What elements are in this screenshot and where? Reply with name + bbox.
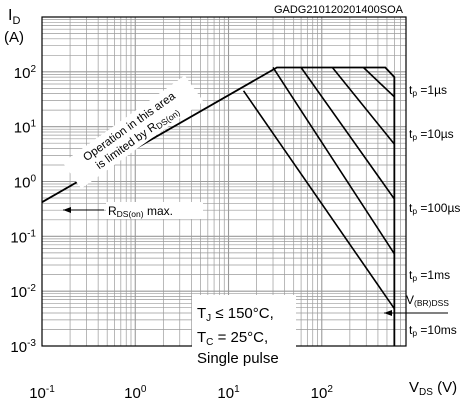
vbr-label: V(BR)DSS: [406, 293, 449, 308]
series-line: [331, 66, 395, 145]
pulse-label-10ms: tp =10ms: [409, 323, 457, 338]
y-axis-label: ID: [8, 7, 20, 27]
vbr-annotation: V(BR)DSS: [384, 293, 449, 316]
series-line: [242, 90, 396, 310]
condition-pulse: Single pulse: [197, 350, 279, 367]
y-tick-label: 10-3: [10, 338, 36, 356]
y-tick-labels: 102 101 100 10-1 10-2 10-3: [10, 64, 36, 356]
rds-max-label-box: [106, 202, 203, 219]
series-line: [300, 67, 396, 200]
y-tick-label: 10-2: [10, 283, 36, 301]
pulse-label-1us: tp =1µs: [409, 83, 447, 98]
x-tick-label: 100: [124, 384, 147, 402]
y-tick-label: 102: [14, 64, 37, 82]
pulse-label-1ms: tp =1ms: [409, 268, 450, 283]
y-tick-label: 10-1: [10, 228, 36, 246]
y-tick-label: 101: [14, 119, 37, 137]
y-tick-label: 100: [14, 174, 37, 192]
conditions-box: TJ ≤ 150°C, TC = 25°C, Single pulse: [192, 295, 296, 369]
x-tick-label: 10-1: [29, 384, 55, 402]
chart-title: GADG210120201400SOA: [274, 4, 404, 16]
rds-limit-annotation-box: [62, 75, 204, 189]
series-group: [41, 66, 396, 346]
pulse-labels: tp =1µs tp =10µs tp =100µs tp =1ms tp =1…: [409, 83, 460, 338]
x-axis-label: VDS (V): [409, 379, 457, 398]
condition-tj: TJ ≤ 150°C,: [197, 305, 274, 324]
conditions-box-frame: [192, 295, 296, 369]
y-axis-unit: (A): [4, 29, 24, 46]
x-tick-labels: 10-1 100 101 102: [29, 384, 333, 402]
series-line: [272, 67, 396, 255]
x-tick-label: 101: [217, 384, 240, 402]
pulse-label-10us: tp =10µs: [409, 127, 454, 142]
rds-max-label: RDS(on) max.: [108, 204, 173, 219]
pulse-label-100us: tp =100µs: [409, 201, 460, 216]
rds-max-annotation: RDS(on) max.: [63, 202, 203, 219]
condition-tc: TC = 25°C,: [197, 329, 268, 348]
x-tick-label: 102: [311, 384, 334, 402]
series-line: [362, 66, 395, 98]
